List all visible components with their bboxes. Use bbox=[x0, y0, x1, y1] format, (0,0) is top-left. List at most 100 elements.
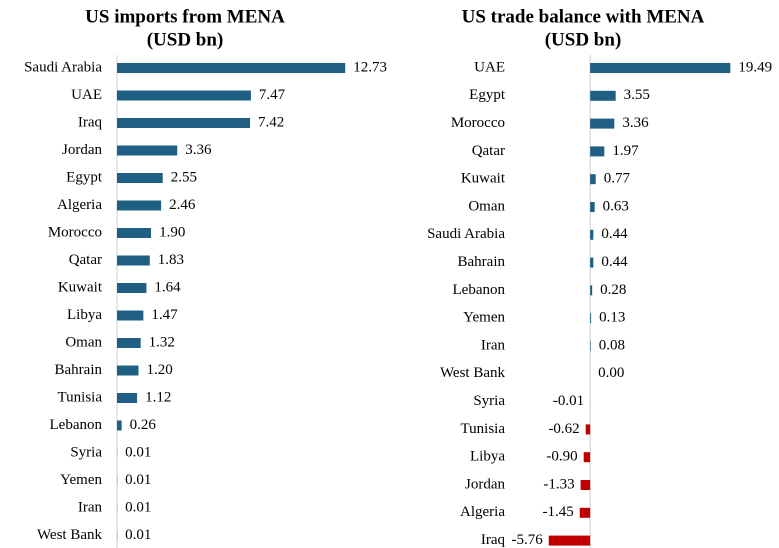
category-label: Syria bbox=[70, 444, 102, 460]
value-label: 0.26 bbox=[130, 417, 157, 433]
value-label: 1.90 bbox=[159, 224, 185, 240]
category-label: Iraq bbox=[481, 532, 506, 548]
category-label: West Bank bbox=[440, 365, 506, 381]
bar bbox=[583, 452, 591, 463]
category-label: Oman bbox=[65, 334, 102, 350]
value-label: 1.97 bbox=[612, 143, 639, 159]
bar bbox=[117, 173, 163, 183]
bar bbox=[590, 118, 615, 129]
bar bbox=[580, 480, 591, 490]
bar bbox=[590, 285, 593, 296]
bar bbox=[117, 365, 139, 376]
value-label: -1.45 bbox=[542, 504, 573, 520]
bar bbox=[585, 424, 591, 435]
category-label: Morocco bbox=[451, 115, 505, 131]
bar bbox=[590, 90, 616, 101]
category-label: Kuwait bbox=[461, 171, 506, 187]
bar bbox=[117, 63, 346, 73]
value-label: 19.49 bbox=[738, 59, 772, 75]
category-label: Jordan bbox=[62, 142, 102, 158]
category-label: Iran bbox=[481, 337, 506, 353]
category-label: Oman bbox=[468, 198, 505, 214]
bar bbox=[117, 393, 138, 403]
category-label: Algeria bbox=[460, 504, 505, 520]
category-label: Iran bbox=[78, 499, 103, 515]
category-label: Bahrain bbox=[458, 254, 506, 270]
bar bbox=[117, 90, 251, 101]
category-label: West Bank bbox=[37, 527, 103, 543]
category-label: Egypt bbox=[469, 87, 506, 103]
category-label: Morocco bbox=[48, 224, 102, 240]
category-label: Iraq bbox=[78, 114, 103, 130]
value-label: 0.44 bbox=[601, 226, 628, 242]
value-label: 3.36 bbox=[185, 142, 212, 158]
value-label: 0.01 bbox=[125, 499, 151, 515]
value-label: 7.47 bbox=[259, 87, 286, 103]
category-label: Kuwait bbox=[58, 279, 103, 295]
category-label: Qatar bbox=[69, 252, 102, 268]
category-label: Libya bbox=[67, 307, 102, 323]
value-label: 1.20 bbox=[147, 362, 173, 378]
value-label: -0.01 bbox=[553, 393, 584, 409]
value-label: 3.36 bbox=[622, 115, 649, 131]
bar bbox=[590, 63, 731, 73]
bar bbox=[590, 174, 596, 185]
category-label: Saudi Arabia bbox=[427, 226, 505, 242]
category-label: Syria bbox=[473, 393, 505, 409]
value-label: 1.64 bbox=[154, 279, 181, 295]
bar bbox=[117, 118, 251, 128]
category-label: Jordan bbox=[465, 476, 505, 492]
chart-subtitle: (USD bn) bbox=[147, 29, 224, 50]
value-label: 3.55 bbox=[624, 87, 650, 103]
value-label: 0.28 bbox=[600, 282, 626, 298]
value-label: 0.13 bbox=[599, 310, 625, 326]
bar bbox=[590, 341, 591, 351]
value-label: 0.01 bbox=[125, 472, 151, 488]
value-label: 0.44 bbox=[601, 254, 628, 270]
value-label: 1.12 bbox=[145, 389, 171, 405]
bar bbox=[590, 313, 592, 324]
value-label: 0.01 bbox=[125, 444, 151, 460]
value-label: 1.83 bbox=[158, 252, 184, 268]
bar bbox=[590, 229, 594, 240]
bar bbox=[117, 283, 147, 293]
category-label: Libya bbox=[470, 449, 505, 465]
category-label: UAE bbox=[71, 87, 102, 103]
chart-title: US trade balance with MENA bbox=[462, 6, 705, 27]
value-label: -5.76 bbox=[511, 532, 543, 548]
category-label: Yemen bbox=[60, 472, 102, 488]
value-label: 1.32 bbox=[149, 334, 175, 350]
value-label: -1.33 bbox=[543, 476, 574, 492]
bar bbox=[590, 257, 594, 268]
bar bbox=[117, 420, 122, 431]
category-label: Tunisia bbox=[461, 421, 506, 437]
category-label: UAE bbox=[474, 59, 505, 75]
bar bbox=[590, 146, 605, 157]
value-label: 0.00 bbox=[598, 365, 624, 381]
bar bbox=[117, 310, 144, 321]
category-label: Lebanon bbox=[50, 417, 103, 433]
value-label: 2.46 bbox=[169, 197, 196, 213]
bar bbox=[117, 200, 162, 211]
category-label: Yemen bbox=[463, 310, 505, 326]
category-label: Qatar bbox=[472, 143, 505, 159]
category-label: Saudi Arabia bbox=[24, 59, 102, 75]
bar bbox=[548, 535, 591, 546]
value-label: -0.90 bbox=[546, 449, 577, 465]
value-label: 2.55 bbox=[171, 169, 197, 185]
category-label: Lebanon bbox=[453, 282, 506, 298]
bar bbox=[117, 145, 178, 156]
bar bbox=[590, 202, 595, 212]
category-label: Egypt bbox=[66, 169, 103, 185]
value-label: 0.63 bbox=[603, 198, 629, 214]
chart-subtitle: (USD bn) bbox=[545, 29, 622, 50]
value-label: 0.01 bbox=[125, 527, 151, 543]
bar bbox=[579, 507, 591, 518]
value-label: 0.08 bbox=[599, 337, 625, 353]
value-label: 1.47 bbox=[151, 307, 178, 323]
value-label: -0.62 bbox=[548, 421, 579, 437]
category-label: Tunisia bbox=[58, 389, 103, 405]
bar bbox=[117, 228, 152, 238]
category-label: Algeria bbox=[57, 197, 102, 213]
